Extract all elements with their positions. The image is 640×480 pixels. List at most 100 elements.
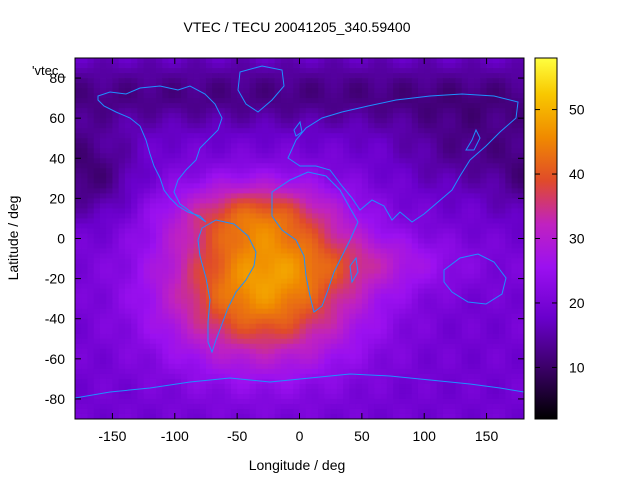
heatmap-cell bbox=[349, 378, 357, 385]
heatmap-cell bbox=[199, 373, 207, 380]
heatmap-cell bbox=[199, 303, 207, 310]
heatmap-cell bbox=[299, 258, 307, 264]
heatmap-cell bbox=[112, 108, 120, 114]
heatmap-cell bbox=[436, 88, 444, 94]
heatmap-cell bbox=[205, 148, 213, 154]
heatmap-cell bbox=[137, 373, 144, 380]
heatmap-cell bbox=[274, 208, 282, 214]
heatmap-cell bbox=[237, 268, 244, 274]
heatmap-cell bbox=[324, 268, 332, 274]
heatmap-cell bbox=[499, 273, 506, 280]
heatmap-cell bbox=[486, 208, 494, 214]
heatmap-cell bbox=[187, 108, 194, 114]
heatmap-cell bbox=[311, 88, 319, 94]
heatmap-cell bbox=[368, 58, 375, 64]
heatmap-cell bbox=[442, 83, 450, 89]
heatmap-cell bbox=[168, 313, 176, 320]
heatmap-cell bbox=[474, 208, 481, 214]
heatmap-cell bbox=[417, 138, 425, 144]
heatmap-cell bbox=[81, 258, 88, 264]
heatmap-cell bbox=[399, 258, 406, 264]
heatmap-cell bbox=[430, 63, 438, 69]
heatmap-cell bbox=[343, 378, 350, 385]
heatmap-cell bbox=[293, 213, 300, 219]
heatmap-cell bbox=[268, 318, 275, 325]
heatmap-cell bbox=[274, 118, 282, 124]
heatmap-cell bbox=[106, 333, 113, 340]
heatmap-cell bbox=[137, 143, 144, 149]
heatmap-cell bbox=[492, 58, 500, 64]
heatmap-cell bbox=[205, 373, 213, 380]
heatmap-cell bbox=[330, 248, 338, 254]
heatmap-cell bbox=[355, 218, 363, 224]
heatmap-cell bbox=[106, 223, 113, 229]
heatmap-cell bbox=[143, 338, 151, 345]
heatmap-cell bbox=[81, 113, 88, 119]
heatmap-cell bbox=[274, 173, 282, 179]
heatmap-cell bbox=[386, 243, 394, 249]
heatmap-cell bbox=[318, 378, 325, 385]
heatmap-cell bbox=[243, 108, 251, 114]
heatmap-cell bbox=[374, 238, 381, 244]
heatmap-cell bbox=[205, 193, 213, 199]
heatmap-cell bbox=[249, 378, 257, 385]
heatmap-cell bbox=[293, 218, 300, 224]
heatmap-cell bbox=[511, 148, 519, 154]
heatmap-cell bbox=[480, 398, 487, 405]
heatmap-cell bbox=[442, 348, 450, 355]
heatmap-cell bbox=[368, 298, 375, 305]
heatmap-cell bbox=[368, 203, 375, 209]
heatmap-cell bbox=[311, 343, 319, 350]
heatmap-cell bbox=[293, 113, 300, 119]
heatmap-cell bbox=[299, 353, 307, 360]
heatmap-cell bbox=[181, 338, 188, 345]
heatmap-cell bbox=[368, 373, 375, 380]
heatmap-cell bbox=[230, 163, 238, 169]
heatmap-cell bbox=[230, 218, 238, 224]
heatmap-cell bbox=[474, 118, 481, 124]
heatmap-cell bbox=[99, 403, 107, 410]
heatmap-cell bbox=[99, 258, 107, 264]
heatmap-cell bbox=[199, 288, 207, 295]
heatmap-cell bbox=[449, 98, 456, 104]
heatmap-cell bbox=[361, 228, 369, 234]
heatmap-cell bbox=[318, 128, 325, 134]
heatmap-cell bbox=[355, 288, 363, 295]
heatmap-cell bbox=[99, 153, 107, 159]
heatmap-cell bbox=[224, 123, 232, 129]
heatmap-cell bbox=[99, 248, 107, 254]
heatmap-cell bbox=[181, 68, 188, 74]
heatmap-cell bbox=[280, 163, 288, 169]
heatmap-cell bbox=[424, 283, 431, 290]
heatmap-cell bbox=[318, 63, 325, 69]
heatmap-cell bbox=[386, 328, 394, 335]
heatmap-cell bbox=[106, 163, 113, 169]
heatmap-cell bbox=[461, 383, 469, 390]
heatmap-cell bbox=[212, 78, 219, 84]
heatmap-cell bbox=[255, 303, 263, 310]
heatmap-cell bbox=[455, 63, 463, 69]
heatmap-cell bbox=[449, 298, 456, 305]
heatmap-cell bbox=[486, 253, 494, 259]
heatmap-cell bbox=[224, 118, 232, 124]
heatmap-cell bbox=[193, 388, 201, 395]
heatmap-cell bbox=[212, 248, 219, 254]
heatmap-cell bbox=[405, 73, 413, 79]
heatmap-cell bbox=[299, 238, 307, 244]
heatmap-cell bbox=[149, 128, 157, 134]
heatmap-cell bbox=[293, 253, 300, 259]
heatmap-cell bbox=[430, 283, 438, 290]
heatmap-cell bbox=[442, 333, 450, 340]
heatmap-cell bbox=[268, 253, 275, 259]
heatmap-cell bbox=[424, 238, 431, 244]
heatmap-cell bbox=[405, 148, 413, 154]
heatmap-cell bbox=[486, 178, 494, 184]
heatmap-cell bbox=[492, 213, 500, 219]
heatmap-cell bbox=[430, 288, 438, 295]
heatmap-cell bbox=[75, 243, 82, 249]
heatmap-cell bbox=[461, 203, 469, 209]
heatmap-cell bbox=[181, 103, 188, 109]
heatmap-cell bbox=[393, 268, 400, 274]
heatmap-cell bbox=[386, 358, 394, 365]
heatmap-cell bbox=[75, 353, 82, 360]
